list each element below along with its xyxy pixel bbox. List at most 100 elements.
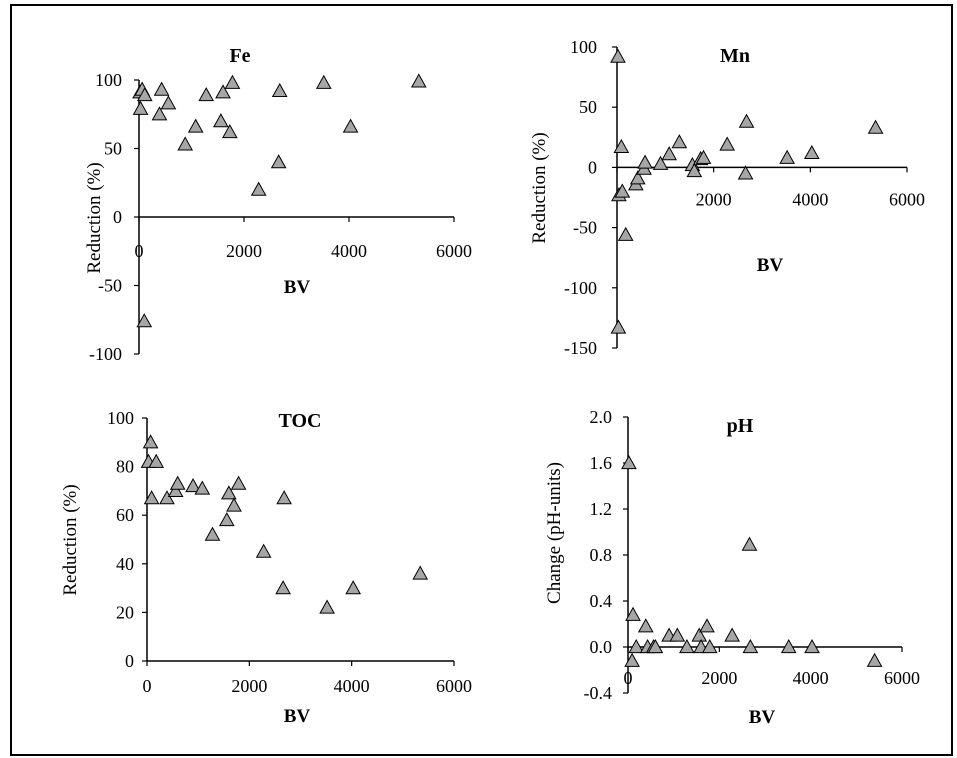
data-point xyxy=(625,606,641,621)
data-point xyxy=(737,165,754,180)
data-point xyxy=(628,638,645,654)
data-point xyxy=(177,136,194,151)
y-axis-label: Reduction (%) xyxy=(60,484,81,595)
data-point xyxy=(661,146,678,161)
x-axis-label: BV xyxy=(284,277,311,298)
chart-title: pH xyxy=(727,415,754,437)
data-point xyxy=(136,313,153,328)
data-point xyxy=(613,138,630,154)
data-point xyxy=(160,95,177,110)
data-point xyxy=(610,48,626,63)
x-tick-label: 6000 xyxy=(436,241,472,261)
data-point xyxy=(691,627,708,642)
y-tick-label: 100 xyxy=(107,408,134,428)
data-point xyxy=(226,497,242,512)
x-tick-label: 2000 xyxy=(226,241,262,261)
y-tick-label: 0 xyxy=(588,157,597,177)
x-axis-label: BV xyxy=(284,706,311,727)
y-tick-label: -50 xyxy=(98,276,122,296)
y-tick-label: 40 xyxy=(116,554,134,574)
x-tick-label: 2000 xyxy=(231,676,267,696)
data-point xyxy=(271,82,288,98)
data-point xyxy=(275,580,291,595)
figure-border xyxy=(10,4,953,756)
y-tick-label: 0 xyxy=(125,651,134,671)
data-point xyxy=(148,453,165,468)
y-tick-label: 60 xyxy=(116,505,134,525)
data-point xyxy=(866,652,883,667)
y-tick-label: 50 xyxy=(104,139,122,159)
data-point xyxy=(213,113,229,128)
x-tick-label: 2000 xyxy=(696,189,732,209)
data-point xyxy=(699,618,715,633)
data-point xyxy=(741,536,758,551)
y-axis-label: Change (pH-units) xyxy=(544,462,565,604)
data-point xyxy=(215,84,231,99)
x-tick-label: 2000 xyxy=(701,668,737,688)
data-point xyxy=(221,485,237,500)
chart-fe: Fe Reduction (%) BV 0 2000 4000 6000 -100 -5… xyxy=(84,45,472,364)
x-tick-label: 6000 xyxy=(436,676,472,696)
data-point xyxy=(614,183,631,198)
data-point xyxy=(319,599,335,614)
x-tick-label: 4000 xyxy=(793,668,829,688)
data-point xyxy=(142,434,159,449)
data-point xyxy=(804,638,820,654)
y-tick-label: -100 xyxy=(89,344,122,364)
data-point xyxy=(230,475,247,490)
chart-toc: TOC Reduction (%) BV 0 2000 4000 6000 0 20 40… xyxy=(60,408,472,727)
x-tick-label: 6000 xyxy=(889,189,925,209)
data-point xyxy=(345,580,362,595)
y-tick-label: -0.4 xyxy=(584,683,613,703)
chart-title: Fe xyxy=(229,45,250,67)
chart-title: TOC xyxy=(279,410,322,432)
data-point xyxy=(342,118,359,133)
data-point xyxy=(652,155,669,170)
data-point xyxy=(412,565,429,580)
data-point xyxy=(250,181,267,196)
data-point xyxy=(255,543,272,558)
data-point xyxy=(780,638,797,654)
y-tick-label: 2.0 xyxy=(590,407,613,427)
data-point xyxy=(624,652,640,667)
data-point xyxy=(867,119,884,134)
data-point xyxy=(410,73,427,88)
data-point xyxy=(629,170,646,185)
data-point xyxy=(742,638,759,654)
y-tick-label: 0.8 xyxy=(590,545,613,565)
y-tick-label: 1.2 xyxy=(590,499,613,519)
data-point xyxy=(224,74,241,89)
data-point xyxy=(637,154,653,169)
y-tick-label: 100 xyxy=(95,70,122,90)
data-point xyxy=(617,226,634,241)
y-tick-label: 1.6 xyxy=(590,453,613,473)
data-point xyxy=(167,482,184,497)
data-point xyxy=(153,81,170,96)
data-point xyxy=(221,124,238,139)
data-point xyxy=(132,100,149,115)
data-point xyxy=(169,475,186,490)
chart-title: Mn xyxy=(720,45,750,67)
data-point xyxy=(218,512,235,527)
y-tick-label: 0 xyxy=(113,207,122,227)
data-point xyxy=(143,490,160,505)
data-point xyxy=(159,490,175,505)
x-tick-label: 4000 xyxy=(331,241,367,261)
x-tick-label: 0 xyxy=(143,676,152,696)
data-point xyxy=(671,134,688,149)
data-point xyxy=(647,638,664,654)
y-tick-label: 100 xyxy=(570,37,597,57)
data-point xyxy=(803,144,820,160)
y-axis-label: Reduction (%) xyxy=(84,162,105,273)
y-tick-label: -100 xyxy=(564,278,597,298)
data-point xyxy=(185,478,201,493)
x-tick-label: 4000 xyxy=(792,189,828,209)
y-tick-label: 0.0 xyxy=(590,637,613,657)
data-point xyxy=(187,118,204,133)
data-point xyxy=(719,136,736,151)
y-tick-label: -150 xyxy=(564,338,597,358)
data-point xyxy=(276,490,292,505)
data-point xyxy=(315,74,332,89)
x-axis-label: BV xyxy=(757,255,784,276)
data-point xyxy=(610,319,627,334)
